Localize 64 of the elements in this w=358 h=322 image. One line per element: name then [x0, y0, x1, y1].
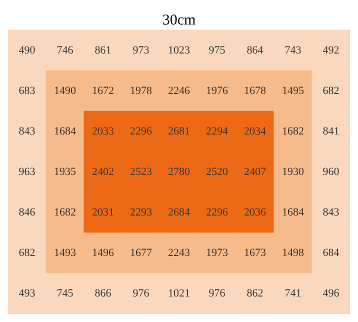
data-label: 2684: [168, 206, 190, 219]
data-label: 1930: [282, 166, 304, 178]
data-label: 866: [94, 288, 112, 300]
data-label: 2034: [244, 125, 266, 138]
data-label: 682: [18, 247, 36, 260]
data-label: 2407: [244, 166, 266, 178]
data-label: 2402: [92, 166, 114, 178]
data-label: 2296: [130, 125, 152, 138]
data-label: 1498: [282, 247, 304, 260]
data-label: 496: [322, 288, 340, 300]
data-label: 1495: [282, 84, 304, 97]
data-label: 492: [322, 44, 340, 56]
data-label: 1935: [54, 166, 76, 178]
data-label: 2294: [206, 125, 228, 138]
data-label: 975: [208, 44, 226, 56]
data-label: 2293: [130, 206, 152, 219]
data-label: 493: [18, 288, 36, 300]
data-label: 1493: [54, 247, 76, 260]
data-label: 841: [322, 125, 340, 138]
data-label: 861: [94, 44, 112, 56]
data-label: 960: [322, 166, 340, 178]
data-label: 1021: [168, 288, 190, 300]
data-label: 846: [18, 206, 36, 219]
data-label: 2033: [92, 125, 114, 138]
data-label: 976: [208, 288, 226, 300]
data-label: 1672: [92, 84, 114, 97]
data-label: 2523: [130, 166, 152, 178]
data-label: 1682: [282, 125, 304, 138]
data-label: 1684: [282, 206, 304, 219]
data-label: 1976: [206, 84, 228, 97]
data-label: 741: [284, 288, 302, 300]
data-label: 2031: [92, 206, 114, 219]
data-label: 684: [322, 247, 340, 260]
data-label: 682: [322, 84, 340, 97]
chart-title: 30cm: [162, 12, 196, 28]
data-label: 1677: [130, 247, 152, 260]
data-label: 1496: [92, 247, 114, 260]
data-label: 1973: [206, 247, 228, 260]
data-label: 973: [132, 44, 150, 56]
data-label: 2243: [168, 247, 190, 260]
data-label: 1682: [54, 206, 76, 219]
data-label: 683: [18, 84, 36, 97]
data-label: 976: [132, 288, 150, 300]
data-label: 864: [246, 44, 264, 56]
data-label: 2780: [168, 166, 190, 178]
data-label: 1678: [244, 84, 266, 97]
data-label: 1673: [244, 247, 266, 260]
data-label: 1490: [54, 84, 76, 97]
data-label: 2520: [206, 166, 228, 178]
data-label: 2296: [206, 206, 228, 219]
data-label: 843: [18, 125, 36, 138]
data-label: 963: [18, 166, 36, 178]
data-label: 743: [284, 44, 302, 56]
data-label: 1023: [168, 44, 190, 56]
data-label: 862: [246, 288, 264, 300]
data-label: 1978: [130, 84, 152, 97]
data-label: 2036: [244, 206, 266, 219]
data-label: 746: [56, 44, 74, 56]
data-label: 490: [18, 44, 36, 56]
data-label: 745: [56, 288, 74, 300]
data-label: 843: [322, 206, 340, 219]
data-label: 1684: [54, 125, 76, 138]
data-label: 2681: [168, 125, 190, 138]
data-label: 2246: [168, 84, 190, 97]
